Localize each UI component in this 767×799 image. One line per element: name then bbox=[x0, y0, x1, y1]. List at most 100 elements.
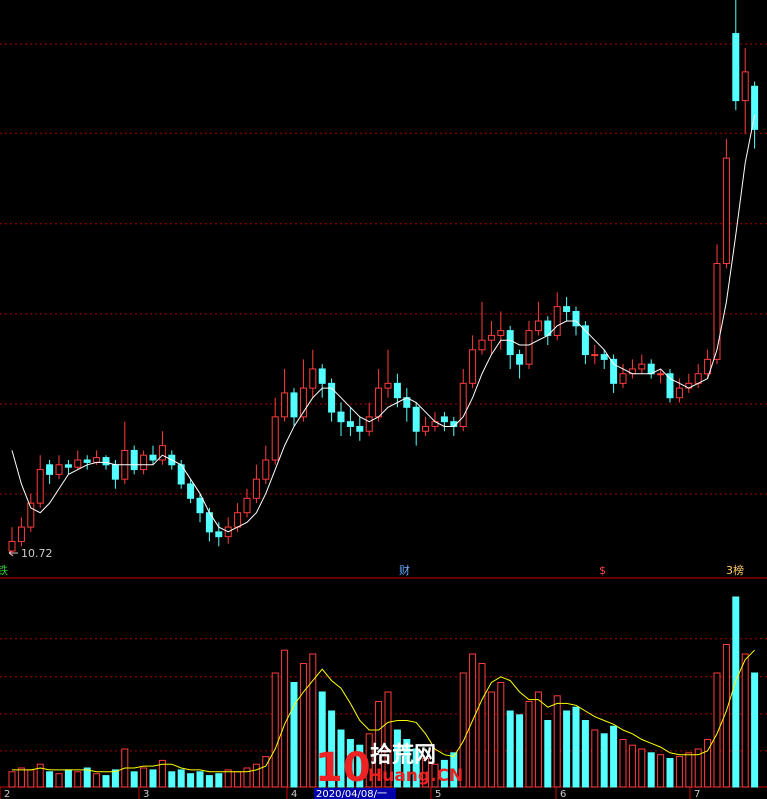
volume-bar bbox=[704, 739, 712, 788]
volume-bar bbox=[628, 744, 636, 788]
volume-bar bbox=[299, 663, 307, 788]
volume-bar bbox=[27, 769, 35, 788]
volume-bar bbox=[271, 672, 279, 788]
volume-bar bbox=[337, 729, 345, 788]
volume-bar bbox=[224, 769, 232, 788]
candle-body bbox=[262, 459, 270, 480]
candle-body bbox=[459, 382, 467, 427]
candle-body bbox=[271, 416, 279, 461]
candle-body bbox=[111, 464, 119, 480]
candle-body bbox=[46, 464, 54, 475]
volume-bar bbox=[572, 706, 580, 788]
candle-body bbox=[93, 457, 101, 463]
candle-body bbox=[666, 373, 674, 399]
volume-bar bbox=[553, 695, 561, 788]
candle-body bbox=[64, 464, 72, 468]
candle-body bbox=[713, 263, 721, 360]
volume-bar bbox=[196, 771, 204, 788]
volume-bar bbox=[487, 691, 495, 788]
candle-body bbox=[290, 392, 298, 418]
candle-body bbox=[600, 354, 608, 360]
candle-body bbox=[328, 382, 336, 413]
candle-body bbox=[187, 483, 195, 499]
volume-bar bbox=[647, 752, 655, 788]
volume-bar bbox=[262, 756, 270, 788]
volume-bar bbox=[619, 739, 627, 788]
volume-bar bbox=[412, 748, 420, 788]
volume-bar bbox=[666, 758, 674, 788]
candle-body bbox=[318, 368, 326, 384]
candle-body bbox=[722, 157, 730, 265]
candle-body bbox=[17, 526, 25, 542]
candle-body bbox=[563, 306, 571, 312]
volume-bar bbox=[365, 733, 373, 788]
x-tick-label: 5 bbox=[435, 789, 441, 799]
volume-ma-line bbox=[12, 649, 755, 773]
volume-bar bbox=[111, 769, 119, 788]
low-label: 10.72 bbox=[21, 547, 53, 560]
volume-bar bbox=[93, 773, 101, 788]
candle-body bbox=[675, 387, 683, 399]
volume-bar bbox=[685, 752, 693, 788]
candle-body bbox=[741, 71, 749, 102]
candle-body bbox=[610, 358, 618, 384]
candle-body bbox=[299, 387, 307, 418]
candle-body bbox=[375, 387, 383, 418]
candle-body bbox=[27, 502, 35, 528]
volume-bar bbox=[581, 720, 589, 788]
x-tick-label: 7 bbox=[694, 789, 700, 799]
volume-bar bbox=[450, 752, 458, 788]
volume-bar bbox=[741, 653, 749, 788]
volume-bar bbox=[309, 653, 317, 788]
volume-bar bbox=[459, 672, 467, 788]
candle-body bbox=[534, 320, 542, 332]
candle-body bbox=[158, 445, 166, 461]
volume-bar bbox=[506, 710, 514, 788]
watermark: Huang.CN bbox=[368, 766, 463, 786]
candle-body bbox=[469, 349, 477, 384]
candle-body bbox=[751, 85, 759, 130]
candle-body bbox=[243, 497, 251, 514]
volume-bar bbox=[252, 763, 260, 788]
volume-bar bbox=[610, 725, 618, 788]
volume-bar bbox=[243, 767, 251, 788]
x-tick-label: 3 bbox=[143, 789, 149, 799]
volume-bar bbox=[215, 773, 223, 788]
candle-body bbox=[591, 354, 599, 357]
volume-bar bbox=[694, 748, 702, 788]
candle-body bbox=[365, 416, 373, 432]
volume-bar bbox=[281, 649, 289, 788]
volume-bar bbox=[440, 759, 448, 788]
candle-body bbox=[281, 392, 289, 418]
candle-body bbox=[149, 454, 157, 461]
volume-bar bbox=[64, 769, 72, 788]
volume-bar bbox=[140, 767, 148, 788]
candle-body bbox=[553, 306, 561, 336]
volume-bar bbox=[751, 672, 759, 788]
candle-body bbox=[196, 497, 204, 514]
candle-body bbox=[412, 406, 420, 432]
candle-body bbox=[252, 478, 260, 499]
candle-body bbox=[8, 540, 16, 552]
volume-bar bbox=[534, 691, 542, 788]
volume-bar bbox=[102, 775, 110, 788]
watermark: 拾荒网 bbox=[370, 742, 436, 768]
volume-bar bbox=[600, 733, 608, 788]
volume-bar bbox=[713, 672, 721, 788]
volume-bar bbox=[55, 773, 63, 788]
candle-body bbox=[215, 531, 223, 538]
volume-bar bbox=[722, 644, 730, 788]
marker: $ bbox=[599, 564, 606, 577]
volume-bar bbox=[328, 710, 336, 788]
candle-body bbox=[393, 382, 401, 399]
candle-body bbox=[619, 373, 627, 384]
volume-bar bbox=[83, 767, 91, 788]
volume-bar bbox=[36, 763, 44, 788]
marker: 财 bbox=[399, 563, 410, 577]
candle-body bbox=[140, 454, 148, 471]
candle-body bbox=[638, 363, 646, 370]
candle-body bbox=[506, 330, 514, 356]
candle-body bbox=[657, 373, 665, 376]
